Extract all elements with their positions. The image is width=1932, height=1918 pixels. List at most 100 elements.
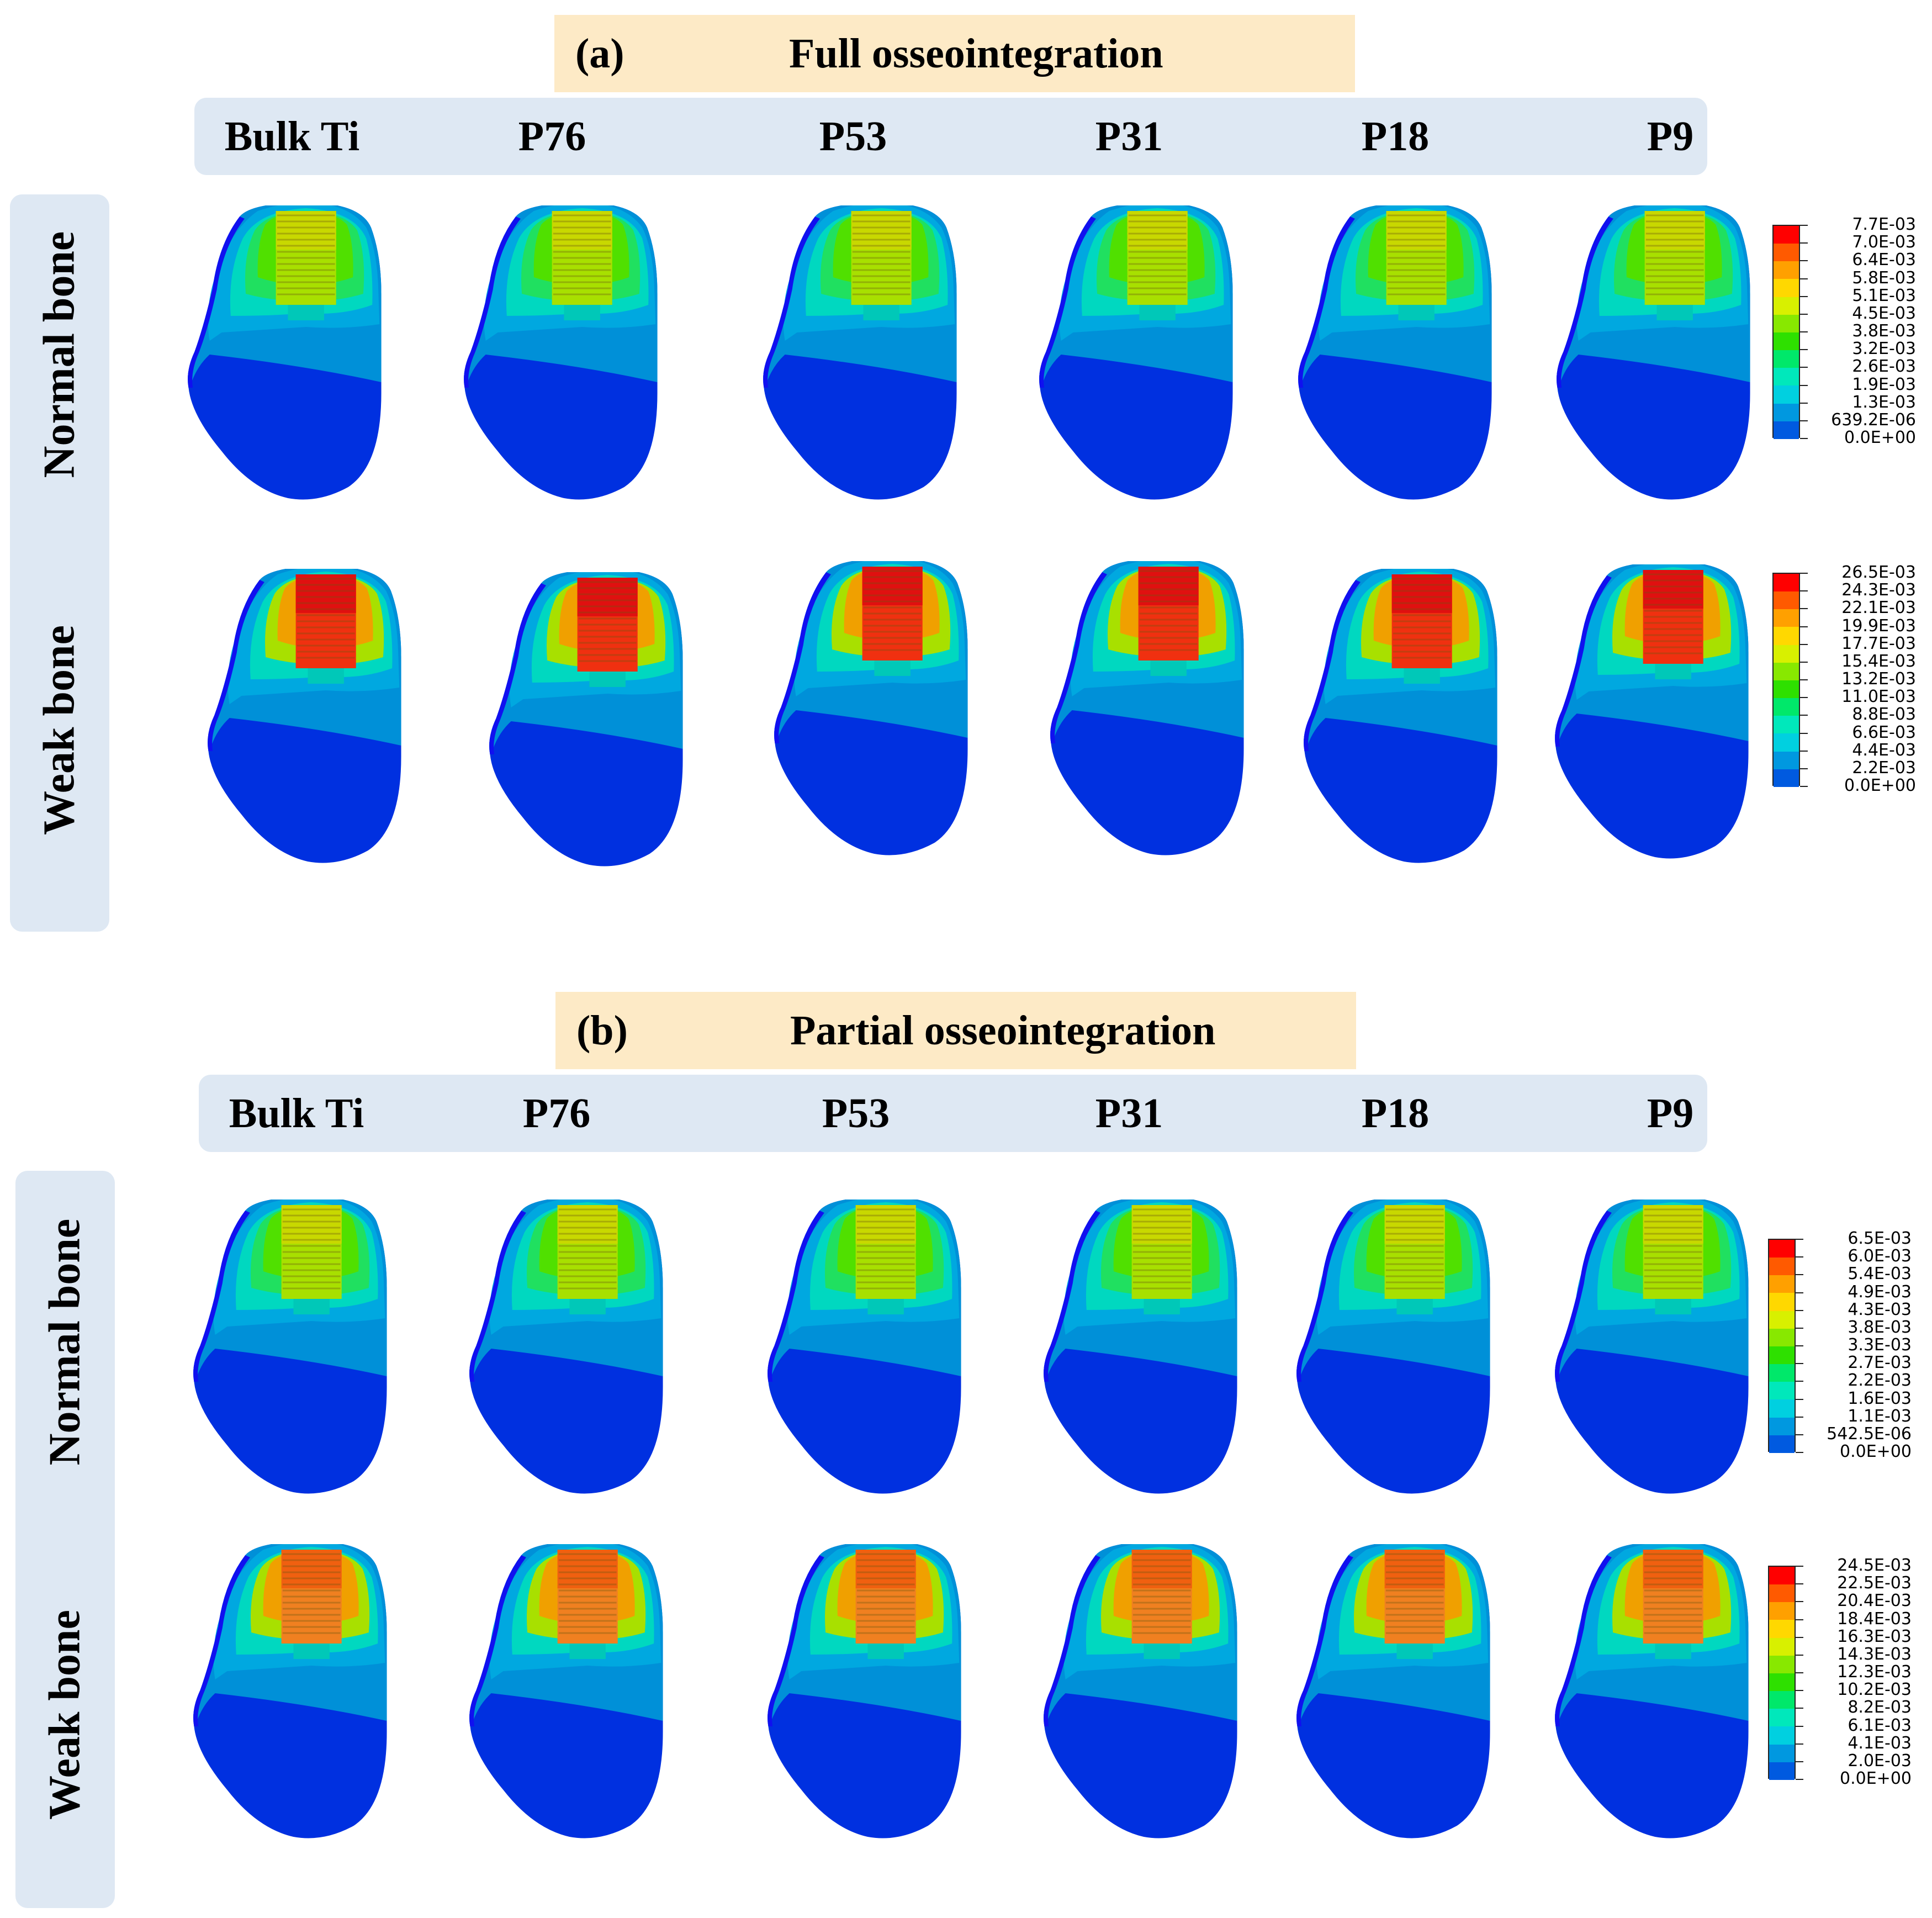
legend-color-segment — [1774, 644, 1799, 663]
legend-tick-label: 5.8E-03 — [1852, 268, 1916, 288]
legend-tick-label: 1.1E-03 — [1848, 1406, 1912, 1426]
legend-color-bar — [1772, 225, 1800, 439]
legend-color-segment — [1769, 1399, 1795, 1418]
legend-tick — [1796, 1309, 1803, 1311]
panel-a-col-p18: P18 — [1361, 113, 1430, 160]
legend-tick — [1796, 1619, 1803, 1620]
legend-tick — [1796, 1416, 1803, 1418]
legend-tick — [1800, 643, 1808, 645]
legend-a-normal: 7.7E-03 7.0E-03 6.4E-03 5.8E-03 5.1E-03 4.5E-… — [1772, 216, 1916, 446]
legend-tick — [1796, 1761, 1803, 1762]
legend-tick — [1796, 1274, 1803, 1276]
legend-tick — [1796, 1779, 1803, 1780]
bone-b-weak-p76 — [467, 1544, 666, 1842]
legend-color-segment — [1769, 1655, 1795, 1673]
legend-color-segment — [1774, 403, 1799, 421]
legend-color-bar — [1772, 573, 1800, 787]
legend-tick — [1800, 661, 1808, 663]
legend-color-segment — [1769, 1240, 1795, 1258]
legend-tick — [1800, 626, 1808, 627]
legend-tick-label: 17.7E-03 — [1841, 633, 1916, 653]
legend-color-segment — [1774, 609, 1799, 627]
legend-color-segment — [1769, 1435, 1795, 1453]
legend-tick — [1796, 1398, 1803, 1400]
panel-a-row-header-bar: Normal bone Weak bone — [10, 194, 109, 932]
legend-tick-label: 5.1E-03 — [1852, 286, 1916, 305]
bone-b-normal-p9 — [1553, 1200, 1751, 1498]
legend-tick — [1796, 1256, 1803, 1258]
legend-tick-label: 0.0E+00 — [1844, 776, 1916, 795]
legend-color-segment — [1774, 244, 1799, 262]
legend-tick — [1800, 420, 1808, 421]
legend-tick-label: 24.5E-03 — [1837, 1556, 1912, 1575]
legend-tick — [1796, 1708, 1803, 1709]
legend-color-segment — [1774, 421, 1799, 439]
legend-tick — [1800, 313, 1808, 315]
panel-b-row-header-bar: Normal bone Weak bone — [15, 1171, 115, 1908]
legend-tick-label: 4.5E-03 — [1852, 303, 1916, 323]
legend-tick-label: 3.2E-03 — [1852, 339, 1916, 359]
bone-b-normal-bulk-ti — [191, 1200, 390, 1498]
legend-tick — [1796, 1239, 1803, 1240]
legend-tick — [1796, 1654, 1803, 1656]
legend-tick-label: 4.1E-03 — [1848, 1733, 1912, 1753]
bone-a-normal-p18 — [1296, 205, 1495, 504]
legend-tick — [1796, 1292, 1803, 1293]
legend-color-segment — [1774, 314, 1799, 332]
legend-color-segment — [1774, 297, 1799, 315]
legend-color-segment — [1769, 1364, 1795, 1382]
legend-color-segment — [1769, 1257, 1795, 1276]
legend-tick — [1800, 608, 1808, 610]
legend-color-segment — [1769, 1762, 1795, 1780]
legend-tick-label: 26.5E-03 — [1841, 563, 1916, 582]
legend-b-normal: 6.5E-03 6.0E-03 5.4E-03 4.9E-03 4.3E-03 3.8E-… — [1768, 1230, 1912, 1460]
panel-a-row-normal-wrap: Normal bone — [10, 194, 109, 515]
legend-color-bar — [1768, 1239, 1796, 1453]
legend-tick-label: 19.9E-03 — [1841, 616, 1916, 636]
legend-tick-label: 8.2E-03 — [1848, 1698, 1912, 1718]
legend-tick-label: 8.8E-03 — [1852, 705, 1916, 725]
legend-tick-label: 2.7E-03 — [1848, 1353, 1912, 1373]
bone-a-weak-p9 — [1553, 564, 1751, 863]
legend-color-segment — [1769, 1346, 1795, 1365]
legend-tick — [1800, 590, 1808, 592]
legend-tick — [1800, 750, 1808, 752]
legend-tick-label: 5.4E-03 — [1848, 1264, 1912, 1284]
panel-a-col-p76: P76 — [518, 113, 586, 160]
legend-color-segment — [1774, 680, 1799, 699]
legend-tick — [1796, 1452, 1803, 1453]
panel-b-col-p18: P18 — [1361, 1090, 1430, 1137]
legend-tick-label: 6.1E-03 — [1848, 1715, 1912, 1735]
legend-tick-label: 4.3E-03 — [1848, 1299, 1912, 1319]
panel-a-column-header-bar: Bulk Ti P76 P53 P31 P18 P9 — [194, 98, 1707, 175]
panel-b-row-weak-wrap: Weak bone — [15, 1524, 115, 1905]
panel-a-title: Full osseointegration — [789, 30, 1163, 77]
panel-a-col-p31: P31 — [1095, 113, 1163, 160]
panel-a-row-weak-wrap: Weak bone — [10, 537, 109, 923]
panel-b-col-p31: P31 — [1095, 1090, 1163, 1137]
legend-tick-label: 542.5E-06 — [1827, 1424, 1912, 1444]
legend-color-segment — [1774, 591, 1799, 610]
panel-b-col-bulk-ti: Bulk Ti — [229, 1090, 364, 1137]
legend-color-segment — [1769, 1311, 1795, 1329]
legend-tick — [1796, 1601, 1803, 1603]
bone-b-normal-p76 — [467, 1200, 666, 1498]
legend-tick-label: 1.6E-03 — [1848, 1388, 1912, 1408]
legend-tick — [1800, 242, 1808, 244]
legend-tick — [1796, 1583, 1803, 1585]
legend-tick-label: 10.2E-03 — [1837, 1680, 1912, 1700]
legend-color-segment — [1769, 1293, 1795, 1311]
legend-tick — [1800, 768, 1808, 769]
legend-color-segment — [1769, 1584, 1795, 1603]
legend-color-segment — [1769, 1328, 1795, 1346]
legend-tick — [1796, 1345, 1803, 1346]
legend-tick — [1800, 384, 1808, 386]
bone-a-normal-bulk-ti — [186, 205, 384, 504]
bone-b-normal-p18 — [1294, 1200, 1493, 1498]
panel-b-row-normal-wrap: Normal bone — [15, 1171, 115, 1513]
bone-b-weak-bulk-ti — [191, 1544, 390, 1842]
legend-tick-label: 7.7E-03 — [1852, 215, 1916, 234]
legend-tick-label: 2.2E-03 — [1848, 1371, 1912, 1391]
panel-b-title-bar: (b) Partial osseointegration — [555, 992, 1356, 1069]
legend-color-segment — [1769, 1567, 1795, 1585]
